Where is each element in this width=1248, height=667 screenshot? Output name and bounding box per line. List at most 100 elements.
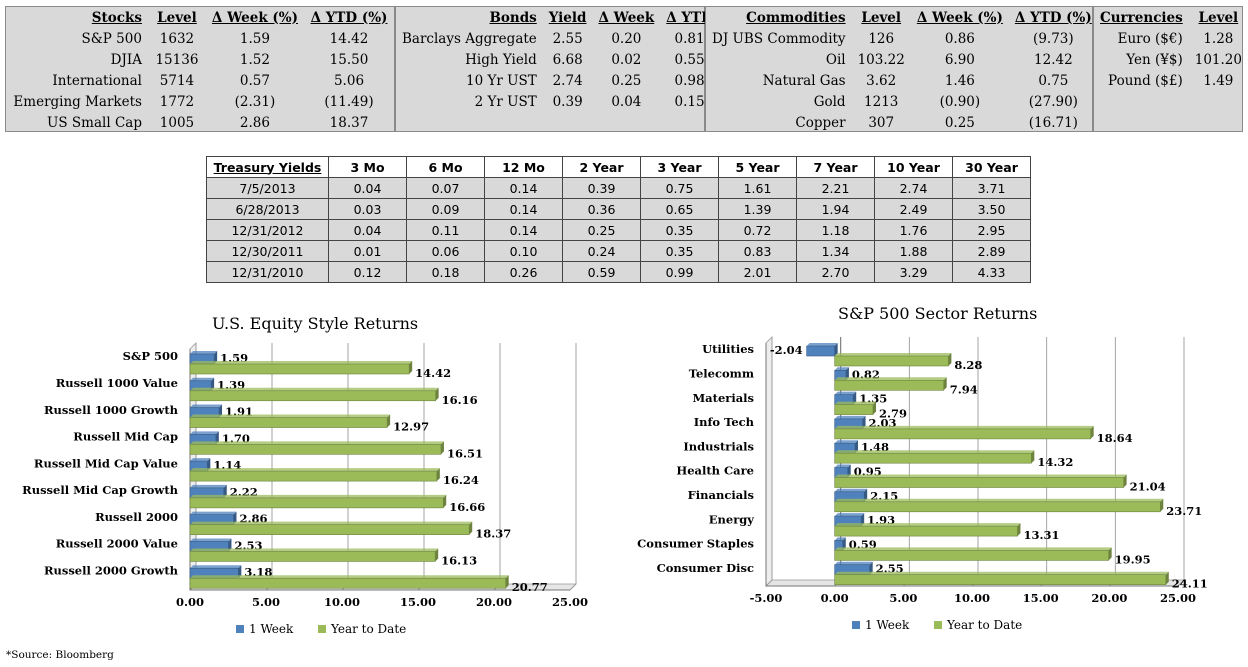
category-label: S&P 500	[123, 349, 178, 363]
table-cell: 103.22	[857, 51, 905, 68]
table-row: US Small Cap 1005 2.86 18.37	[6, 112, 394, 133]
table-cell: 0.39	[562, 177, 641, 199]
table-cell: 1.28	[1203, 30, 1234, 47]
row-label: Pound ($£)	[1108, 72, 1183, 89]
table-cell: 5714	[159, 72, 195, 89]
treasury-date: 12/30/2011	[206, 240, 329, 262]
table-cell: 1.46	[944, 72, 975, 89]
category-label: Russell Mid Cap	[73, 430, 178, 444]
commodities-header: Δ Week (%)	[916, 9, 1003, 26]
bar-side	[869, 561, 873, 575]
bar-side	[862, 415, 866, 429]
bonds-header: Δ Week	[598, 9, 655, 26]
table-cell: 1005	[159, 114, 195, 131]
row-label: Yen (¥$)	[1126, 51, 1183, 68]
table-cell: 0.99	[640, 261, 719, 283]
bar-side	[834, 343, 838, 356]
category-label: Russell 2000 Value	[56, 537, 178, 551]
bar-top	[190, 468, 440, 472]
currencies-table: Currencies Level Euro ($€) 1.28 Yen (¥$) 101.…	[1094, 7, 1248, 91]
category-label: Russell Mid Cap Growth	[22, 483, 178, 497]
data-label: 21.04	[1130, 480, 1166, 494]
bar-top	[834, 523, 1021, 527]
bonds-table: Bonds Yield Δ Week Δ YTD Barclays Aggregate 2…	[396, 7, 719, 112]
table-cell: 6.68	[552, 51, 583, 68]
table-cell: 0.02	[611, 51, 642, 68]
table-cell: 1213	[864, 93, 899, 110]
stocks-header: Δ YTD (%)	[310, 9, 388, 26]
data-label: 16.66	[449, 500, 485, 514]
bar-week	[806, 345, 835, 357]
data-label: 18.64	[1097, 431, 1133, 445]
table-cell: 0.55	[674, 51, 705, 68]
bar-ytd	[834, 379, 945, 391]
table-cell: 15.50	[329, 51, 369, 68]
table-cell: 0.01	[328, 240, 407, 262]
row-label: DJ UBS Commodity	[712, 30, 846, 47]
x-tick-label: -5.00	[750, 591, 783, 605]
legend-swatch	[852, 621, 860, 629]
treasury-date: 12/31/2012	[206, 219, 329, 241]
bar-top	[834, 571, 1169, 575]
bar-ytd	[834, 452, 1032, 464]
legend-label: Year to Date	[330, 622, 406, 636]
bar-top	[190, 484, 227, 488]
row-label: Gold	[813, 93, 846, 110]
category-label: Materials	[692, 391, 754, 405]
bar-top	[834, 425, 1094, 429]
table-cell: 0.14	[484, 219, 563, 241]
table-cell: 1.49	[1203, 72, 1234, 89]
x-tick-label: 25.00	[552, 595, 588, 609]
table-cell: (27.90)	[1028, 93, 1078, 110]
bar-side	[223, 484, 227, 498]
commodities-header: Level	[861, 9, 902, 26]
bar-side	[854, 440, 858, 454]
bar-top	[834, 488, 868, 492]
table-cell: 0.18	[406, 261, 485, 283]
bar-top	[190, 494, 447, 498]
chart-group-1: -5.00 0.00 5.00 10.00 15.00 20.00 25.00 Utiliti…	[637, 336, 1208, 632]
bar-top	[834, 415, 866, 419]
bar-top	[190, 441, 444, 445]
bar-side	[436, 468, 440, 482]
data-label: 14.42	[415, 366, 451, 380]
bar-top	[834, 513, 865, 517]
table-cell: 4.33	[952, 261, 1031, 283]
bar-top	[190, 575, 509, 579]
table-cell: 0.06	[406, 240, 485, 262]
bar-side	[228, 538, 232, 552]
legend-swatch	[934, 621, 942, 629]
bar-ytd	[189, 524, 470, 535]
bar-top	[190, 431, 219, 435]
table-row: S&P 500 1632 1.59 14.42	[6, 28, 394, 49]
bonds-header: Bonds	[489, 9, 537, 26]
table-row: Natural Gas 3.62 1.46 0.75	[706, 70, 1098, 91]
bar-side	[1160, 498, 1164, 512]
stocks-panel: Stocks Level Δ Week (%) Δ YTD (%) S&P 500 163…	[5, 6, 395, 132]
table-row: 12/31/2012 0.04 0.11 0.14 0.25 0.35 0.72 1.18 1.…	[206, 219, 1031, 241]
table-cell: 2.55	[552, 30, 583, 47]
x-tick-label: 15.00	[400, 595, 436, 609]
table-cell: 0.83	[718, 240, 797, 262]
table-cell: 0.36	[562, 198, 641, 220]
bar-top	[190, 387, 439, 391]
bar-ytd	[834, 428, 1091, 440]
bar-top	[190, 511, 237, 515]
category-label: Info Tech	[694, 415, 755, 429]
bar-side	[435, 387, 439, 401]
data-label: 16.16	[442, 393, 478, 407]
table-cell: 0.86	[944, 30, 975, 47]
table-cell: 0.04	[328, 177, 407, 199]
table-cell: 18.37	[329, 114, 369, 131]
bar-side	[842, 537, 846, 551]
gridline-depth	[765, 579, 773, 587]
table-cell: 3.71	[952, 177, 1031, 199]
table-row: High Yield 6.68 0.02 0.55	[396, 49, 719, 70]
legend-label: 1 Week	[249, 622, 294, 636]
table-cell: (11.49)	[324, 93, 374, 110]
bar-side	[238, 565, 242, 579]
category-label: Health Care	[676, 464, 754, 478]
table-row: DJ UBS Commodity 126 0.86 (9.73)	[706, 28, 1098, 49]
bar-side	[845, 367, 849, 381]
table-cell: 3.29	[874, 261, 953, 283]
